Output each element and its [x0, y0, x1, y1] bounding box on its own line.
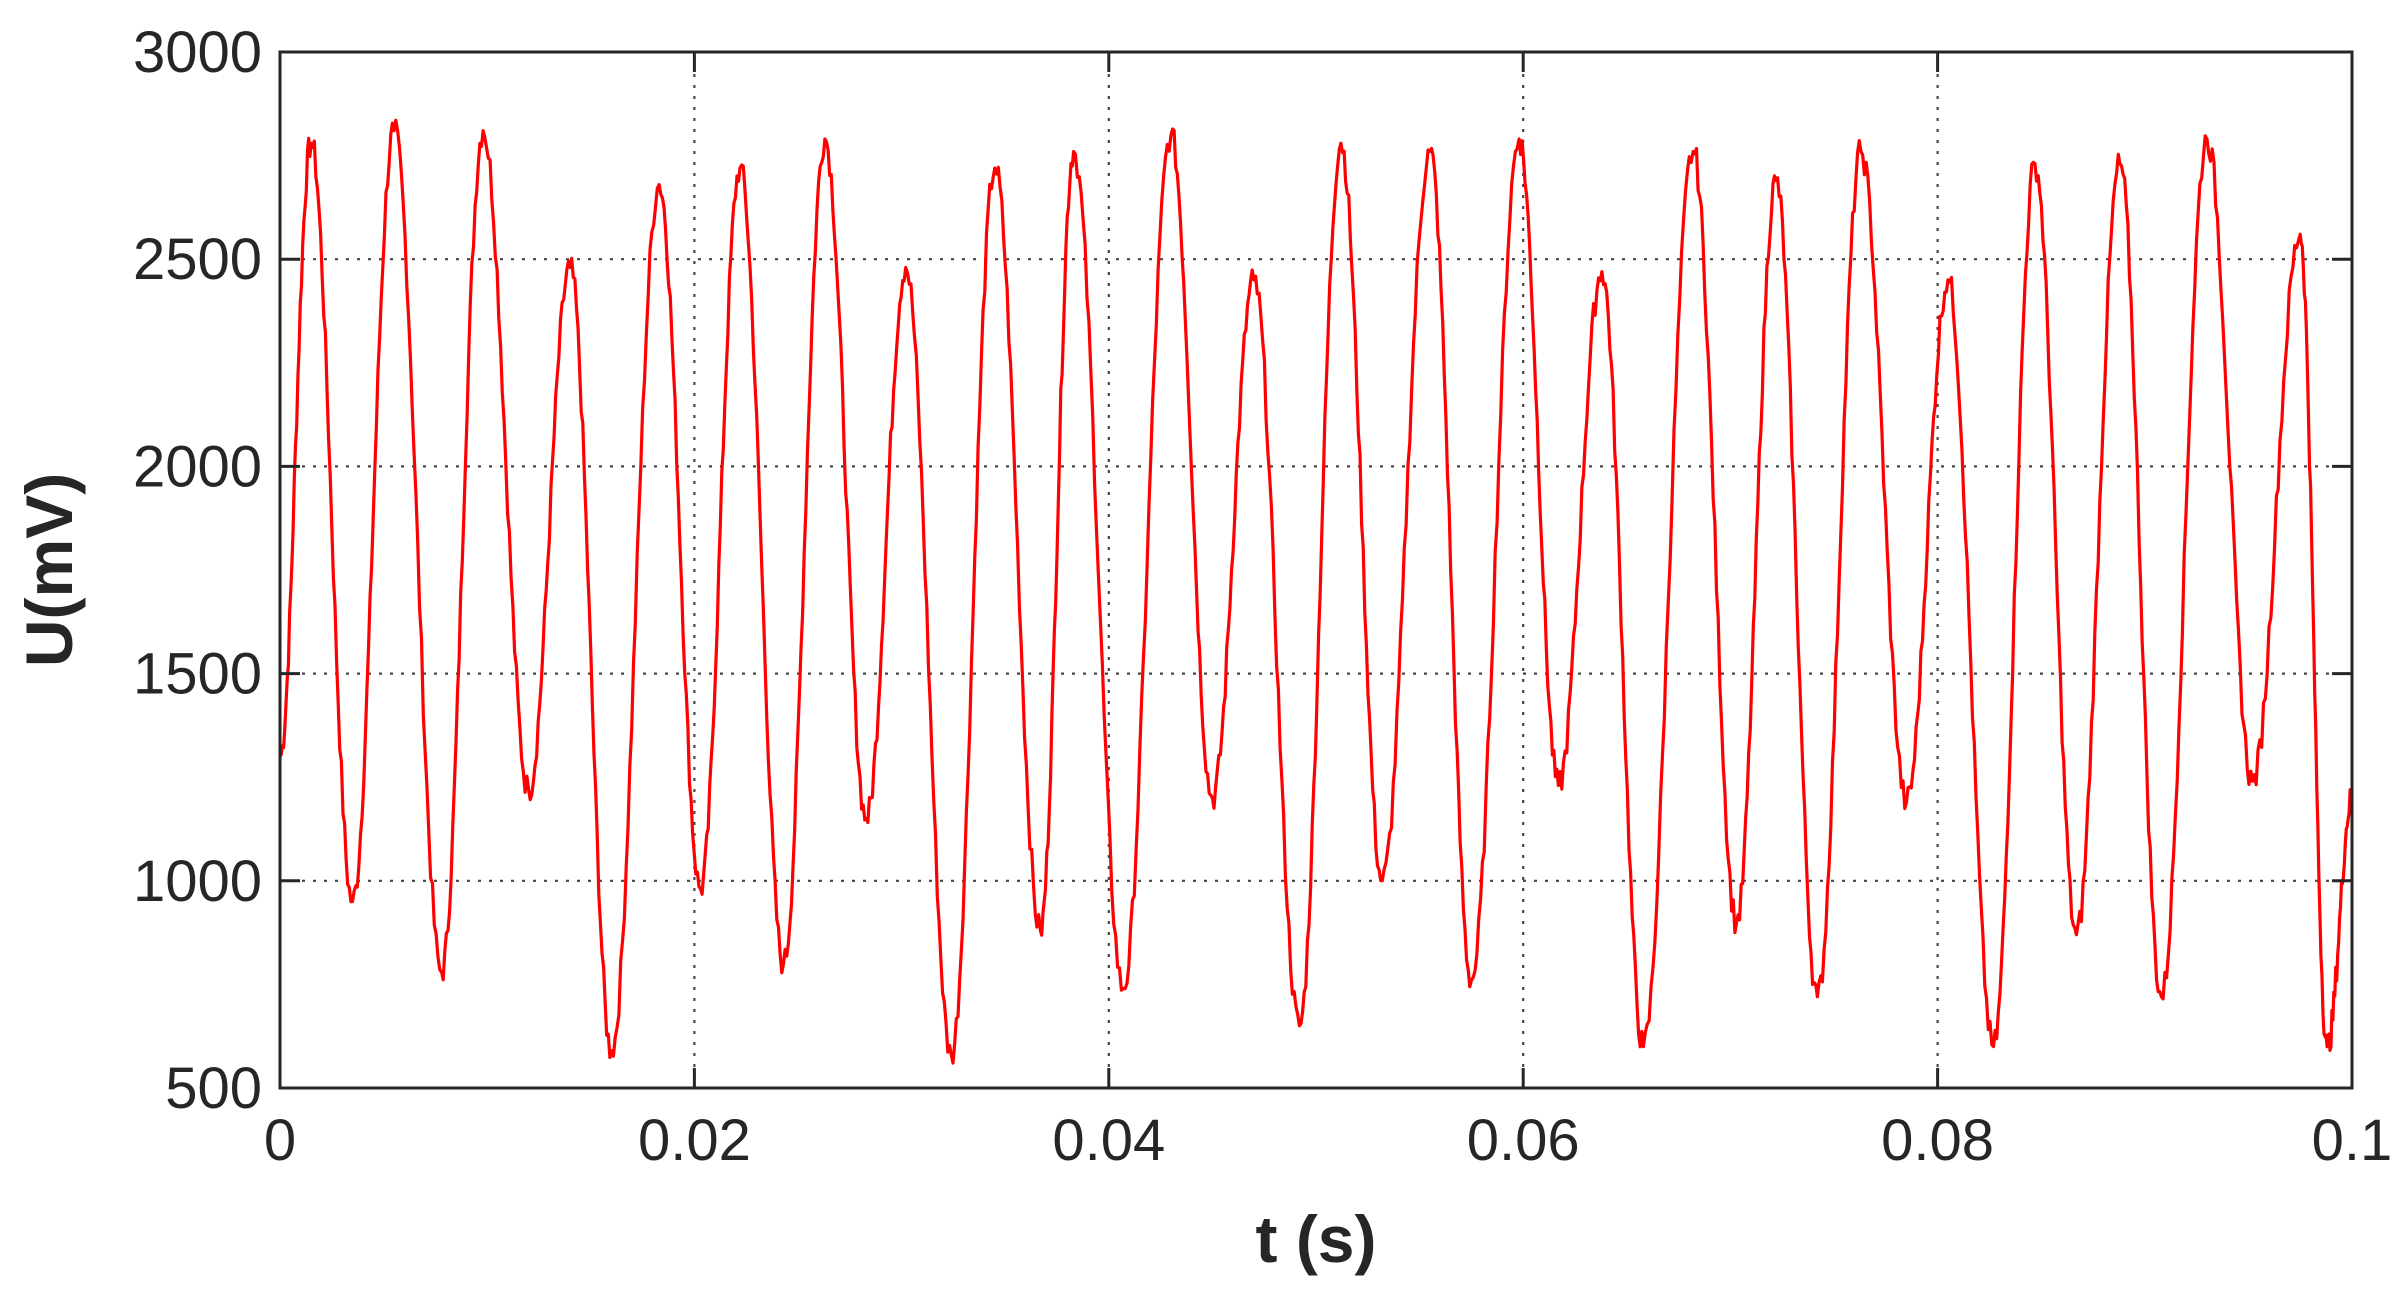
- y-tick-label: 1000: [133, 849, 262, 914]
- y-axis-label: U(mV): [12, 473, 86, 667]
- x-axis-label: t (s): [1256, 1202, 1377, 1276]
- plot-frame: [278, 50, 2354, 1090]
- y-tick-label: 3000: [133, 20, 262, 85]
- x-tick-label: 0.08: [1881, 1108, 1994, 1173]
- tick-marks: [278, 50, 2354, 1090]
- signal-line: [278, 118, 2354, 1065]
- y-tick-label: 1500: [133, 642, 262, 707]
- y-tick-labels: 500 1000 1500 2000 2500 3000: [133, 20, 262, 1121]
- x-tick-labels: 0 0.02 0.04 0.06 0.08 0.1: [264, 1108, 2392, 1173]
- x-tick-label: 0.02: [638, 1108, 751, 1173]
- y-tick-label: 2000: [133, 434, 262, 499]
- y-tick-label: 500: [165, 1056, 262, 1121]
- y-tick-label: 2500: [133, 227, 262, 292]
- grid-lines: [280, 52, 2352, 1088]
- x-tick-label: 0.06: [1467, 1108, 1580, 1173]
- x-tick-label: 0: [264, 1108, 296, 1173]
- x-tick-label: 0.1: [2312, 1108, 2393, 1173]
- x-tick-label: 0.04: [1052, 1108, 1165, 1173]
- series-layer: [278, 118, 2354, 1065]
